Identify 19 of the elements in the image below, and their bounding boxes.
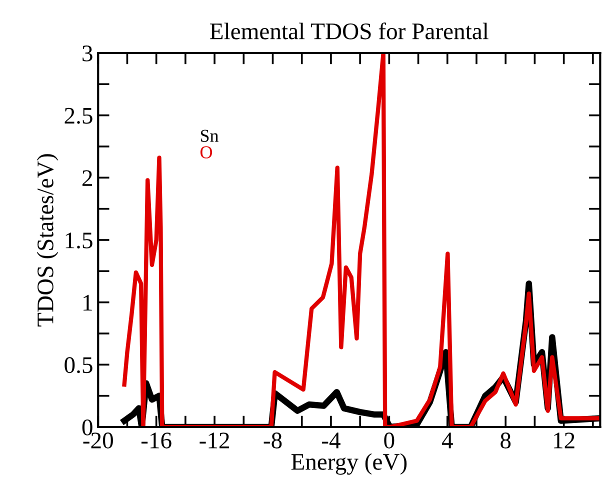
x-tick-label: -16 xyxy=(141,432,172,448)
x-tick-label: -4 xyxy=(322,432,340,448)
y-tick-label: 3 xyxy=(82,46,92,62)
y-tick-label: 2.5 xyxy=(64,108,92,124)
y-tick-label: 1 xyxy=(84,294,92,311)
text: O xyxy=(200,146,212,158)
chart-title: Elemental TDOS for Parental xyxy=(210,22,488,40)
x-tick-label: 8 xyxy=(500,432,511,448)
y-tick-label: 0.5 xyxy=(64,357,92,374)
x-tick-label: -8 xyxy=(264,432,282,448)
x-axis-title: Energy (eV) xyxy=(291,453,407,475)
x-tick-label: 12 xyxy=(554,432,574,448)
x-tick-label: -12 xyxy=(200,432,229,448)
x-tick-label: 0 xyxy=(384,432,394,448)
y-tick-label: 2 xyxy=(82,170,92,186)
y-axis-title: TDOS (States/eV) xyxy=(36,154,58,326)
x-tick-label: 4 xyxy=(442,432,453,448)
text: Sn xyxy=(200,130,219,142)
y-tick-label: 1.5 xyxy=(66,232,92,249)
